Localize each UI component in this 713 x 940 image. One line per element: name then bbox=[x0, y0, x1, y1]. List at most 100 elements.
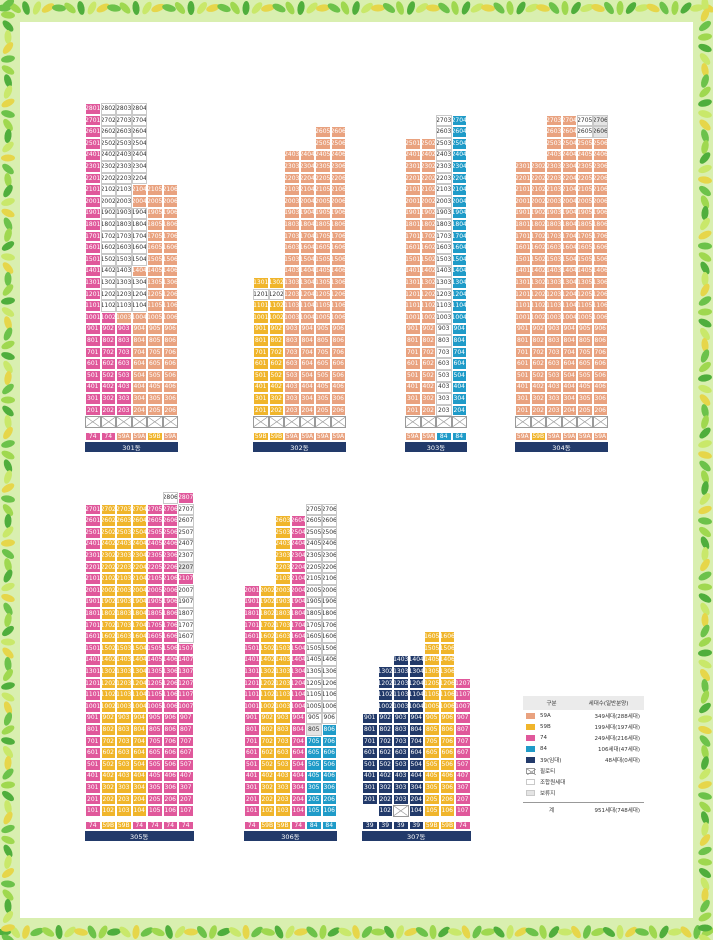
unit-cell: 1801 bbox=[85, 219, 101, 231]
unit-cell: 1801 bbox=[405, 219, 421, 231]
piloti-cell bbox=[330, 416, 346, 428]
unit-cell: 606 bbox=[330, 358, 346, 370]
unit-cell: 1804 bbox=[290, 608, 306, 620]
unit-cell: 702 bbox=[100, 735, 116, 748]
unit-cell: 1605 bbox=[306, 631, 322, 643]
unit-cell: 1003 bbox=[546, 312, 562, 324]
unit-cell: 403 bbox=[393, 770, 409, 783]
unit-cell: 1105 bbox=[147, 300, 163, 312]
unit-cell: 201 bbox=[362, 793, 378, 806]
unit-cell: 2604 bbox=[561, 126, 577, 138]
unit-cell: 1903 bbox=[116, 596, 132, 609]
unit-cell: 2303 bbox=[284, 161, 300, 173]
unit-cell: 1207 bbox=[455, 677, 471, 690]
unit-cell: 204 bbox=[299, 404, 315, 417]
unit-cell: 1403 bbox=[436, 265, 452, 278]
unit-cell: 1503 bbox=[546, 254, 562, 266]
unit-cell: 1806 bbox=[162, 608, 178, 620]
unit-cell: 2104 bbox=[131, 184, 147, 196]
unit-cell: 605 bbox=[147, 358, 163, 370]
unit-cell: 2002 bbox=[530, 196, 546, 208]
unit-cell: 2103 bbox=[275, 573, 291, 585]
unit-cell: 1404 bbox=[408, 654, 424, 667]
unit-cell: 805 bbox=[424, 724, 440, 736]
unit-cell: 903 bbox=[116, 323, 132, 336]
unit-cell: 1607 bbox=[178, 631, 194, 643]
unit-cell: 402 bbox=[100, 381, 116, 394]
unit-cell: 604 bbox=[408, 747, 424, 759]
unit-cell: 1903 bbox=[116, 207, 132, 220]
unit-cell: 205 bbox=[577, 404, 593, 417]
unit-cell: 2506 bbox=[162, 527, 178, 539]
legend-value: 249세대(216세대) bbox=[594, 735, 640, 742]
unit-cell: 2005 bbox=[306, 585, 322, 597]
piloti-cell bbox=[561, 416, 577, 428]
unit-cell: 702 bbox=[420, 346, 436, 359]
unit-cell: 504 bbox=[408, 759, 424, 771]
unit-cell: 602 bbox=[259, 747, 275, 759]
unit-cell: 902 bbox=[420, 323, 436, 336]
unit-cell: 702 bbox=[100, 346, 116, 359]
unit-cell: 1403 bbox=[275, 654, 291, 667]
unit-cell: 1203 bbox=[436, 288, 452, 301]
unit-cell: 204 bbox=[131, 404, 147, 417]
unit-cell: 1107 bbox=[455, 689, 471, 701]
unit-cell: 2204 bbox=[131, 561, 147, 574]
unit-cell: 402 bbox=[420, 381, 436, 394]
unit-cell: 1004 bbox=[451, 312, 467, 324]
unit-cell: 2102 bbox=[420, 184, 436, 196]
unit-cell: 107 bbox=[178, 805, 194, 817]
unit-cell: 306 bbox=[330, 393, 346, 405]
unit-cell: 2106 bbox=[321, 573, 337, 585]
unit-type-label: 59A bbox=[420, 432, 436, 441]
unit-cell: 1305 bbox=[147, 666, 163, 678]
unit-cell: 601 bbox=[244, 747, 260, 759]
unit-cell: 2303 bbox=[116, 550, 132, 562]
unit-cell: 101 bbox=[244, 805, 260, 817]
unit-cell: 404 bbox=[561, 381, 577, 394]
unit-cell: 2701 bbox=[85, 114, 101, 127]
unit-cell: 707 bbox=[178, 735, 194, 748]
unit-cell: 1603 bbox=[546, 242, 562, 254]
unit-cell: 1604 bbox=[451, 242, 467, 254]
unit-cell: 1404 bbox=[299, 265, 315, 278]
unit-cell: 206 bbox=[321, 793, 337, 806]
unit-cell: 1104 bbox=[408, 689, 424, 701]
unit-cell: 203 bbox=[284, 404, 300, 417]
unit-type-label: 59B bbox=[424, 821, 440, 830]
unit-cell: 1401 bbox=[244, 654, 260, 667]
unit-cell: 2304 bbox=[131, 550, 147, 562]
unit-cell: 301 bbox=[253, 393, 269, 405]
unit-cell: 2603 bbox=[275, 515, 291, 527]
legend-swatch bbox=[526, 767, 537, 775]
unit-cell: 1202 bbox=[100, 677, 116, 690]
unit-cell: 2504 bbox=[131, 527, 147, 539]
unit-cell: 2101 bbox=[405, 184, 421, 196]
unit-cell: 1503 bbox=[116, 254, 132, 266]
unit-cell: 1106 bbox=[439, 689, 455, 701]
unit-cell: 1103 bbox=[393, 689, 409, 701]
unit-cell: 1601 bbox=[405, 242, 421, 254]
unit-cell: 1007 bbox=[455, 701, 471, 713]
unit-cell: 606 bbox=[592, 358, 608, 370]
unit-type-label: 59B bbox=[100, 821, 116, 830]
unit-cell: 1801 bbox=[85, 608, 101, 620]
unit-cell: 703 bbox=[275, 735, 291, 748]
unit-cell: 1906 bbox=[321, 596, 337, 609]
unit-cell: 703 bbox=[116, 346, 132, 359]
unit-cell: 307 bbox=[178, 782, 194, 794]
unit-cell: 1705 bbox=[577, 230, 593, 243]
unit-cell: 202 bbox=[259, 793, 275, 806]
unit-cell: 801 bbox=[244, 724, 260, 736]
piloti-cell bbox=[253, 416, 269, 428]
unit-cell: 2405 bbox=[306, 538, 322, 551]
unit-cell: 1305 bbox=[424, 666, 440, 678]
unit-cell: 602 bbox=[100, 747, 116, 759]
unit-cell: 2302 bbox=[530, 161, 546, 173]
unit-cell: 2806 bbox=[162, 492, 178, 504]
unit-cell: 807 bbox=[178, 724, 194, 736]
unit-cell: 1301 bbox=[405, 277, 421, 289]
unit-cell: 1005 bbox=[315, 312, 331, 324]
unit-cell: 404 bbox=[451, 381, 467, 394]
unit-type-label: 59A bbox=[116, 432, 132, 441]
